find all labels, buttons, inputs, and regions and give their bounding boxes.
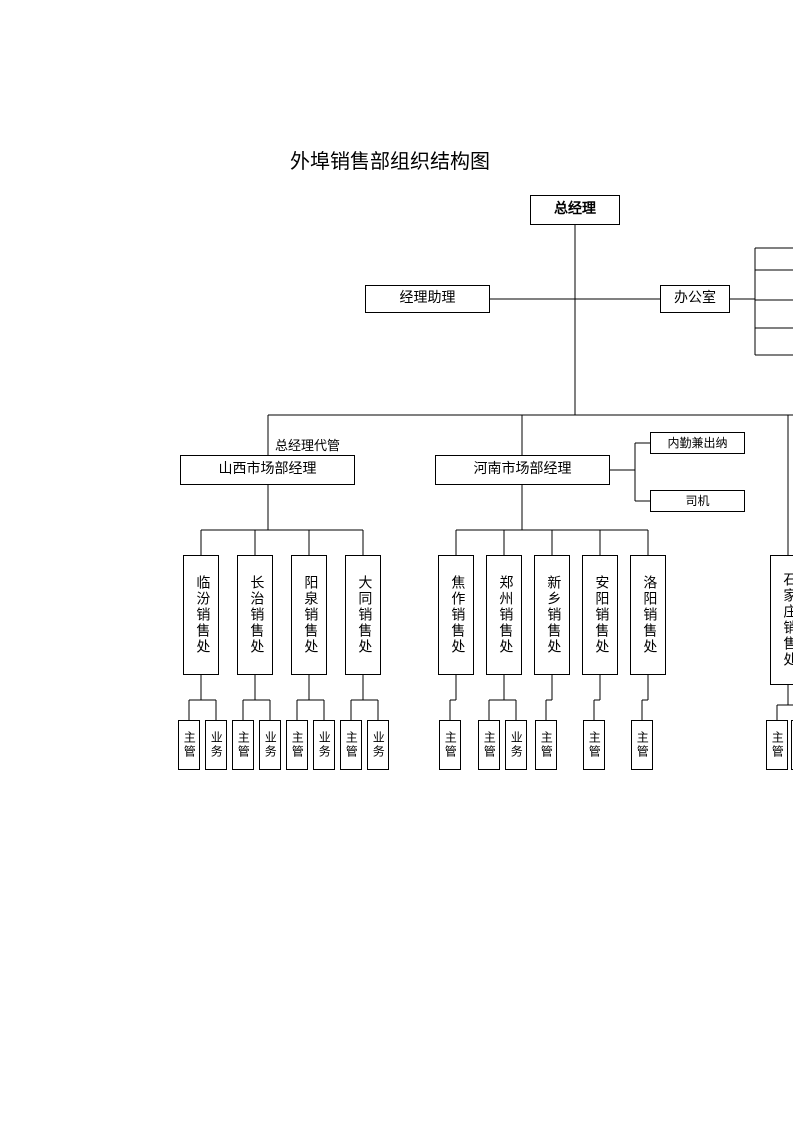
node-shanxi-mgr-label: 山西市场部经理	[219, 462, 317, 479]
node-extra-office: 石家庄销售处	[770, 555, 793, 685]
node-shanxi-office-2: 阳泉销售处	[291, 555, 327, 675]
chart-title: 外埠销售部组织结构图	[290, 145, 490, 174]
node-office-label: 办公室	[674, 291, 716, 308]
leaf-sup: 主管	[478, 720, 500, 770]
node-henan-office-3: 安阳销售处	[582, 555, 618, 675]
node-shanxi-office-0-label: 临汾销售处	[193, 575, 210, 655]
leaf-bus: 业务	[259, 720, 281, 770]
leaf-bus: 业务	[505, 720, 527, 770]
leaf-bus: 业务	[205, 720, 227, 770]
leaf-sup: 主管	[178, 720, 200, 770]
node-henan-mgr-label: 河南市场部经理	[474, 462, 572, 479]
leaf-sup: 主管	[439, 720, 461, 770]
leaf-sup: 主管	[340, 720, 362, 770]
node-shanxi-office-1: 长治销售处	[237, 555, 273, 675]
node-henan-office-1: 郑州销售处	[486, 555, 522, 675]
node-henan-office-0: 焦作销售处	[438, 555, 474, 675]
node-shanxi-mgr: 山西市场部经理	[180, 455, 355, 485]
node-assistant: 经理助理	[365, 285, 490, 313]
node-staff-2: 司机	[650, 490, 745, 512]
node-extra-office-label: 石家庄销售处	[780, 572, 793, 668]
node-henan-office-4-label: 洛阳销售处	[640, 575, 657, 655]
node-henan-office-0-label: 焦作销售处	[448, 575, 465, 655]
leaf-sup: 主管	[535, 720, 557, 770]
proxy-label: 总经理代管	[275, 435, 340, 454]
node-shanxi-office-3: 大同销售处	[345, 555, 381, 675]
node-assistant-label: 经理助理	[400, 291, 456, 308]
node-staff-2-label: 司机	[685, 494, 709, 508]
org-chart-canvas: 外埠销售部组织结构图 总经理 经理助理 办公室 总经理代管 山西市场部经理 河南…	[0, 0, 793, 1122]
node-henan-office-2: 新乡销售处	[534, 555, 570, 675]
node-root: 总经理	[530, 195, 620, 225]
node-henan-office-1-label: 郑州销售处	[496, 575, 513, 655]
node-shanxi-office-2-label: 阳泉销售处	[301, 575, 318, 655]
node-henan-office-2-label: 新乡销售处	[544, 575, 561, 655]
leaf-sup: 主管	[286, 720, 308, 770]
leaf-bus: 业务	[313, 720, 335, 770]
leaf-sup: 主管	[631, 720, 653, 770]
node-root-label: 总经理	[554, 202, 596, 219]
node-staff-1-label: 内勤兼出纳	[667, 436, 727, 450]
leaf-sup: 主管	[232, 720, 254, 770]
node-staff-1: 内勤兼出纳	[650, 432, 745, 454]
node-henan-mgr: 河南市场部经理	[435, 455, 610, 485]
leaf-sup: 主管	[583, 720, 605, 770]
node-shanxi-office-1-label: 长治销售处	[247, 575, 264, 655]
node-henan-office-3-label: 安阳销售处	[592, 575, 609, 655]
node-shanxi-office-0: 临汾销售处	[183, 555, 219, 675]
node-office: 办公室	[660, 285, 730, 313]
node-shanxi-office-3-label: 大同销售处	[355, 575, 372, 655]
leaf-bus: 业务	[367, 720, 389, 770]
node-henan-office-4: 洛阳销售处	[630, 555, 666, 675]
leaf-sup: 主管	[766, 720, 788, 770]
